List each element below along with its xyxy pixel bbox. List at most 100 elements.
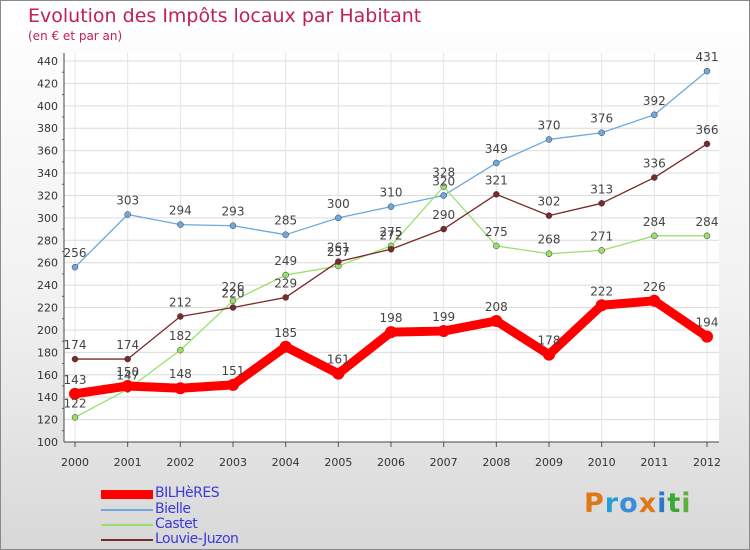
y-tick-label: 440 xyxy=(37,55,58,68)
data-label: 199 xyxy=(432,310,455,324)
data-point xyxy=(69,387,81,400)
data-point xyxy=(440,192,447,199)
data-point xyxy=(493,242,500,250)
data-label: 275 xyxy=(485,225,508,239)
x-tick-label: 2007 xyxy=(430,456,458,469)
data-label: 310 xyxy=(380,186,403,200)
y-tick-label: 240 xyxy=(37,279,58,292)
data-label: 229 xyxy=(274,276,297,290)
data-point xyxy=(121,379,134,392)
data-point xyxy=(490,314,503,327)
data-point xyxy=(545,250,553,257)
y-tick-label: 260 xyxy=(37,257,58,270)
legend-label-bielle: Bielle xyxy=(155,501,191,517)
y-tick-label: 280 xyxy=(37,234,58,247)
data-point xyxy=(651,232,658,240)
data-label: 143 xyxy=(64,373,87,387)
data-point xyxy=(124,211,131,218)
y-tick-label: 120 xyxy=(37,414,58,427)
data-label: 182 xyxy=(169,329,192,343)
x-tick-label: 2011 xyxy=(640,456,668,469)
data-point xyxy=(71,263,79,271)
y-tick-label: 420 xyxy=(37,77,58,90)
data-label: 220 xyxy=(222,287,245,301)
data-point xyxy=(229,304,237,311)
y-tick-label: 340 xyxy=(37,167,58,180)
data-label: 349 xyxy=(485,142,508,156)
data-point xyxy=(177,221,184,228)
data-label: 261 xyxy=(327,241,350,255)
data-point xyxy=(71,355,79,363)
data-point xyxy=(174,382,187,395)
data-label: 151 xyxy=(222,364,245,378)
data-label: 208 xyxy=(485,300,508,314)
data-point xyxy=(598,247,605,254)
y-tick-label: 360 xyxy=(37,145,58,158)
data-point xyxy=(387,246,395,253)
y-tick-label: 220 xyxy=(37,302,58,315)
data-label: 294 xyxy=(169,204,192,218)
data-point xyxy=(177,346,184,354)
data-label: 147 xyxy=(116,368,139,382)
y-tick-label: 200 xyxy=(37,324,58,337)
data-label: 150 xyxy=(116,365,139,379)
data-point xyxy=(335,258,342,265)
data-label: 313 xyxy=(590,182,613,196)
data-point xyxy=(387,203,395,210)
data-point xyxy=(493,159,500,167)
x-tick-label: 2001 xyxy=(114,456,142,469)
data-label: 284 xyxy=(643,215,666,229)
data-point xyxy=(493,191,500,198)
logo-letter: i xyxy=(657,488,668,519)
x-tick-label: 2010 xyxy=(588,456,616,469)
y-tick-label: 180 xyxy=(37,346,58,359)
logo-letter: P xyxy=(584,488,605,519)
data-label: 303 xyxy=(116,194,139,208)
y-tick-label: 320 xyxy=(37,189,58,202)
data-label: 336 xyxy=(643,157,666,171)
data-point xyxy=(177,313,184,320)
data-point xyxy=(229,222,237,229)
data-point xyxy=(279,340,292,353)
data-point xyxy=(598,200,605,207)
data-point xyxy=(598,129,605,136)
logo-letter: x xyxy=(638,488,658,519)
data-point xyxy=(227,378,239,391)
data-label: 194 xyxy=(696,316,719,330)
data-point xyxy=(282,231,289,238)
data-label: 366 xyxy=(696,123,719,137)
legend-label-castet: Castet xyxy=(155,516,198,532)
y-tick-label: 400 xyxy=(37,100,58,113)
data-label: 431 xyxy=(696,50,719,64)
data-point xyxy=(282,294,289,301)
data-point xyxy=(703,232,711,240)
logo-letter: r xyxy=(604,488,620,519)
data-point xyxy=(71,414,79,421)
data-point xyxy=(701,330,713,343)
data-label: 222 xyxy=(590,284,613,298)
data-label: 161 xyxy=(327,353,350,367)
x-tick-label: 2006 xyxy=(377,456,405,469)
data-label: 376 xyxy=(590,112,613,126)
data-label: 226 xyxy=(222,280,245,294)
data-label: 285 xyxy=(274,214,297,228)
data-label: 256 xyxy=(64,246,87,260)
y-tick-label: 160 xyxy=(37,369,58,382)
data-point xyxy=(440,183,447,190)
data-label: 328 xyxy=(432,166,455,180)
data-label: 293 xyxy=(222,205,245,219)
data-point xyxy=(543,348,555,361)
data-label: 320 xyxy=(432,174,455,188)
x-tick-label: 2000 xyxy=(61,456,89,469)
logo-letter: t xyxy=(667,488,682,519)
data-point xyxy=(545,212,553,219)
data-point xyxy=(648,294,661,307)
y-tick-label: 140 xyxy=(37,391,58,404)
data-label: 272 xyxy=(380,228,403,242)
x-tick-label: 2009 xyxy=(535,456,563,469)
data-label: 148 xyxy=(169,367,192,381)
data-label: 122 xyxy=(64,396,87,410)
data-label: 226 xyxy=(643,280,666,294)
data-point xyxy=(703,67,711,75)
